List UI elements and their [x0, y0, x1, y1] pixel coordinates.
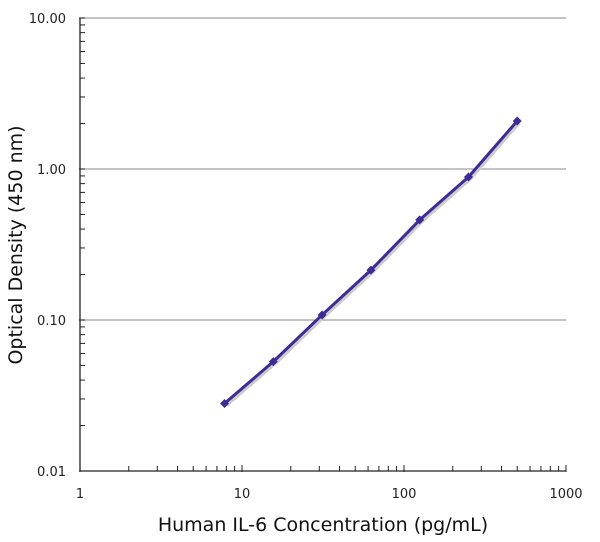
series-line [223, 119, 519, 405]
data-point-marker [512, 116, 522, 126]
y-tick-label: 10.00 [29, 12, 66, 27]
data-point-marker [366, 265, 376, 275]
x-axis-title: Human IL-6 Concentration (pg/mL) [158, 514, 488, 536]
data-series [220, 116, 522, 408]
y-axis-title: Optical Density (450 nm) [5, 125, 27, 364]
x-tick-label: 10 [234, 487, 251, 502]
data-point-marker [268, 357, 278, 367]
gridlines [80, 17, 566, 321]
x-tick-label: 100 [392, 487, 417, 502]
axes [79, 18, 566, 472]
data-point-marker [220, 398, 230, 408]
y-tick-label: 0.01 [37, 465, 66, 480]
axis-ticks: 0.01 0.10 1.00 10.00 1 10 100 1000 [29, 12, 583, 502]
data-point-marker [463, 172, 473, 182]
data-point-marker [415, 215, 425, 225]
y-tick-label: 0.10 [37, 314, 66, 329]
x-tick-label: 1 [76, 487, 84, 502]
x-tick-label: 1000 [549, 487, 582, 502]
data-point-marker [317, 310, 327, 320]
y-tick-label: 1.00 [37, 163, 66, 178]
